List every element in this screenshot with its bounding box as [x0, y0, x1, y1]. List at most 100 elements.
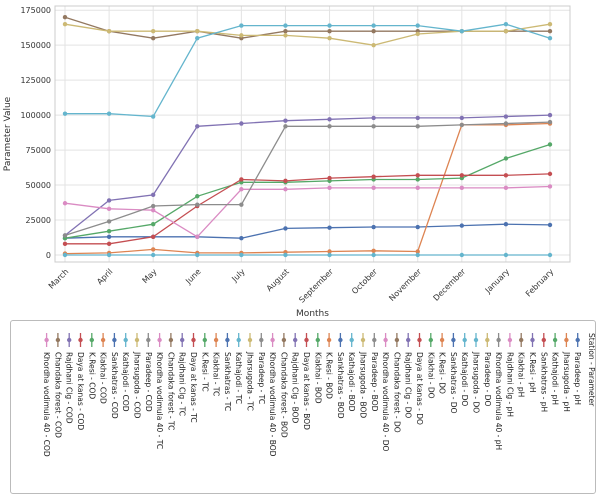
legend-label: Sankhatras - COD	[110, 352, 119, 419]
legend-label: Jharsugoda - DO	[472, 351, 481, 413]
data-point	[106, 111, 112, 116]
data-point	[106, 252, 112, 258]
data-point	[327, 35, 332, 41]
data-point	[503, 28, 509, 34]
legend-label: Chandaka forest - BOD	[279, 352, 288, 438]
legend-label: Daya at kanas - TC	[189, 352, 198, 423]
legend-swatch-marker	[462, 337, 467, 343]
legend-swatch-marker	[428, 337, 433, 343]
legend-label: Kathajodi - DO	[460, 352, 469, 406]
legend-label: Paradeep - DO	[483, 352, 492, 406]
series-line	[64, 23, 551, 46]
data-point	[62, 21, 68, 27]
x-tick-label: June	[183, 267, 202, 286]
data-point	[503, 222, 509, 227]
data-point	[459, 252, 465, 258]
data-point	[415, 115, 420, 121]
legend-swatch-marker	[180, 337, 185, 343]
legend-swatch-marker	[157, 337, 162, 343]
data-point	[62, 14, 68, 20]
data-point	[283, 28, 288, 34]
data-point	[371, 174, 376, 179]
data-point	[239, 121, 244, 126]
y-tick-label: 25000	[26, 216, 51, 225]
legend-swatch-marker	[112, 337, 117, 343]
data-point	[106, 219, 112, 224]
data-point	[150, 234, 156, 240]
legend-label: Rajdhani Clg - DO	[404, 352, 413, 418]
legend-swatch-marker	[406, 337, 411, 343]
data-point	[371, 28, 376, 34]
x-tick-label: December	[432, 267, 468, 303]
x-tick-label: January	[483, 267, 512, 296]
legend-label: Khordha vodimula 40 - COD	[42, 352, 51, 457]
series-line	[64, 121, 551, 237]
data-point	[503, 21, 509, 27]
data-point	[239, 236, 244, 241]
legend-swatch-marker	[507, 337, 513, 343]
data-point	[327, 23, 332, 28]
legend-swatch-marker	[55, 337, 61, 343]
data-point	[327, 124, 332, 129]
legend-swatch-marker	[44, 337, 49, 343]
y-tick-label: 0	[46, 251, 51, 260]
data-point	[195, 252, 200, 258]
legend-label: Rajdhani Clg - TC	[178, 352, 187, 416]
grid-lines	[55, 6, 570, 262]
data-point	[150, 252, 156, 258]
legend-label: K.Resi - DO	[438, 352, 447, 394]
legend-swatch-marker	[281, 337, 287, 343]
legend-label: Rajdhani Clg - pH	[505, 352, 514, 417]
legend-label: Jharsugoda - pH	[562, 351, 571, 412]
data-point	[459, 223, 465, 228]
legend-label: Khordha vodimula 40 - DO	[381, 352, 390, 451]
legend-swatch-marker	[473, 337, 479, 343]
x-tick-label: September	[297, 267, 335, 305]
data-point	[547, 222, 553, 228]
legend-label: Sankhatras - pH	[539, 352, 548, 412]
x-tick-label: November	[387, 267, 423, 303]
legend-label: Daya at kanas - COD	[76, 352, 85, 430]
data-point	[371, 42, 376, 48]
data-point	[547, 35, 553, 41]
legend-label: Rajdhani Clg - COD	[65, 352, 74, 424]
data-point	[106, 234, 112, 240]
plot-frame	[54, 5, 571, 263]
series-line	[65, 173, 551, 245]
legend-swatch-marker	[417, 337, 422, 343]
legend-swatch-marker	[439, 337, 445, 343]
y-tick-label: 125000	[20, 76, 51, 85]
legend-swatch-marker	[123, 337, 128, 343]
data-point	[106, 206, 112, 212]
data-point	[371, 224, 376, 230]
data-point	[503, 185, 509, 191]
y-tick-label: 100000	[20, 111, 51, 120]
data-point	[415, 252, 420, 258]
legend-swatch-marker	[270, 337, 275, 343]
legend-swatch-marker	[247, 337, 253, 343]
data-point	[459, 173, 465, 178]
legend-label: Chandaka forest - TC	[166, 352, 175, 430]
legend-swatch-marker	[236, 337, 241, 343]
data-point	[150, 28, 156, 34]
legend-swatch-marker	[293, 337, 298, 343]
data-point	[239, 33, 244, 38]
data-point	[150, 192, 156, 198]
data-point	[195, 124, 200, 129]
data-point	[62, 252, 68, 258]
legend-swatch-marker	[338, 337, 343, 343]
data-point	[503, 121, 509, 126]
line-chart: 0 25000 50000 75000 100000 125000 150000 175000…	[3, 5, 571, 319]
data-point	[150, 247, 156, 252]
legend-swatch-marker	[67, 337, 72, 343]
series-line	[64, 143, 551, 239]
data-point	[195, 234, 200, 240]
x-tick-labels: March April May June July August September Octo…	[47, 267, 556, 305]
data-point	[239, 202, 244, 207]
data-point	[106, 198, 112, 203]
legend-label: K.Resi - TC	[200, 352, 209, 392]
data-point	[327, 175, 332, 181]
data-point	[371, 115, 376, 121]
legend-swatch-marker	[225, 337, 230, 343]
legend-label: Daya at kanas - BOD	[302, 352, 311, 430]
